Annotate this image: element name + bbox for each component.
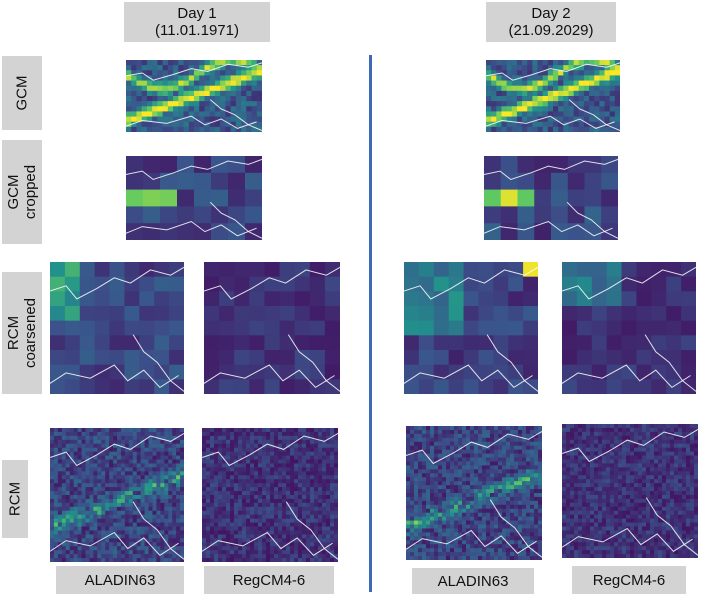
row-label-gcm-cropped: GCM cropped [2, 140, 42, 244]
column-divider [369, 55, 372, 592]
gcm-map-day2 [486, 60, 620, 132]
row-label-gcm: GCM [2, 56, 42, 130]
day1-header: Day 1 (11.01.1971) [124, 2, 270, 42]
model-label-aladin63-day1: ALADIN63 [56, 566, 184, 594]
rcm-regcm-day2 [562, 424, 698, 558]
day2-title: Day 2 [531, 5, 571, 22]
day2-header: Day 2 (21.09.2029) [486, 2, 616, 42]
gcm-map-day1 [126, 60, 262, 132]
rcm-aladin63-day1 [50, 428, 184, 562]
rcm-aladin63-day2 [406, 426, 542, 560]
rcm-coarsened-aladin63-day2 [404, 262, 538, 394]
rcm-coarsened-aladin63-day1 [50, 262, 184, 394]
model-label-regcm-day2: RegCM4-6 [572, 566, 686, 594]
model-label-regcm-day1: RegCM4-6 [204, 566, 334, 594]
rcm-coarsened-regcm-day2 [562, 262, 696, 394]
gcm-cropped-map-day2 [484, 156, 618, 240]
day1-date: (11.01.1971) [155, 22, 239, 39]
day1-title: Day 1 [177, 5, 217, 22]
model-label-aladin63-day2: ALADIN63 [412, 568, 534, 594]
rcm-regcm-day1 [202, 428, 338, 562]
day2-date: (21.09.2029) [508, 22, 594, 39]
gcm-cropped-map-day1 [126, 156, 262, 240]
rcm-coarsened-regcm-day1 [204, 262, 340, 394]
row-label-rcm: RCM [2, 460, 28, 538]
row-label-rcm-coarsened: RCM coarsened [2, 272, 42, 394]
